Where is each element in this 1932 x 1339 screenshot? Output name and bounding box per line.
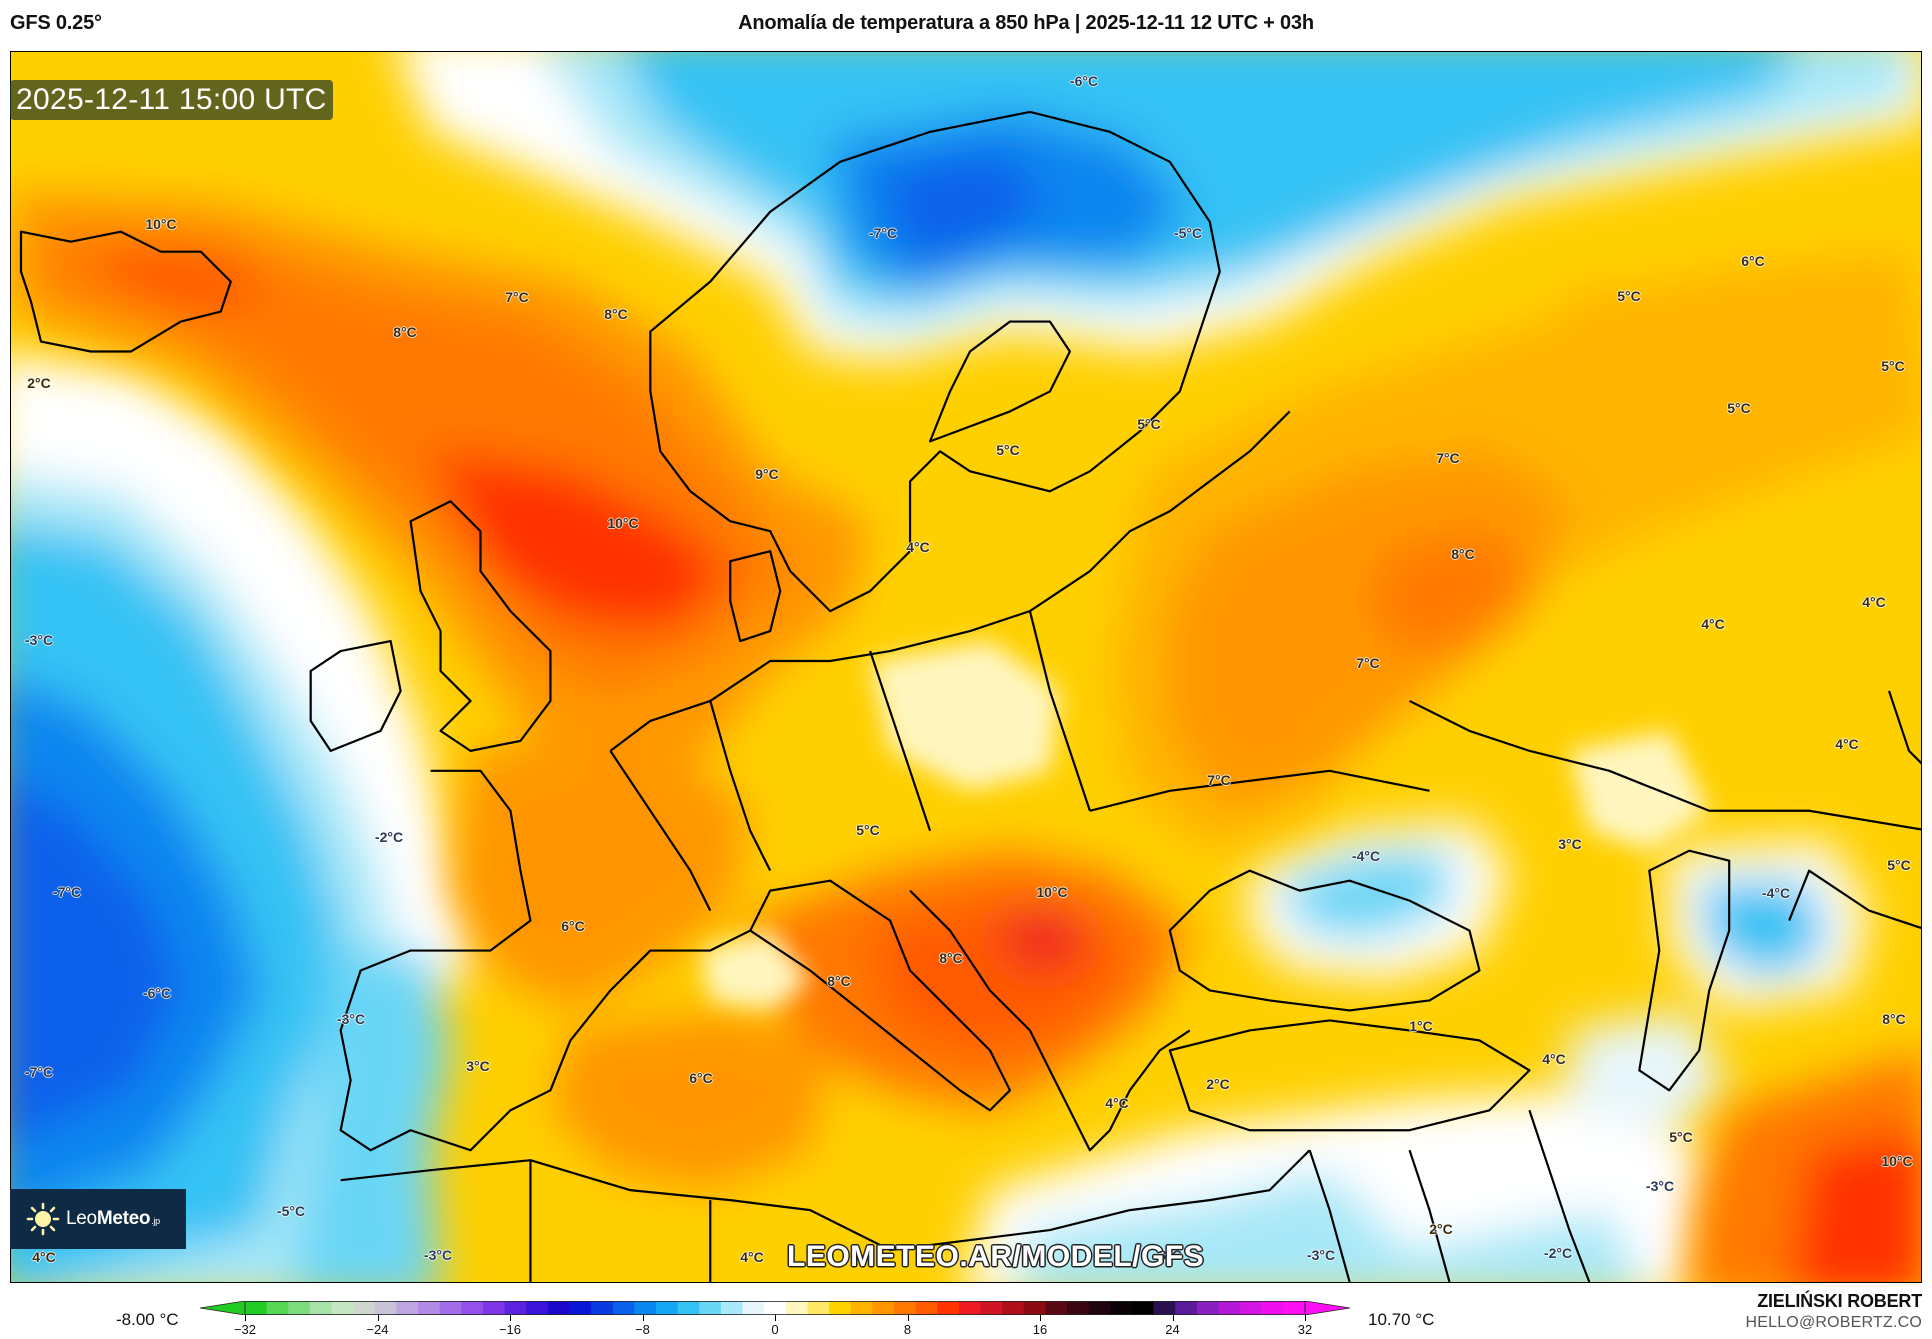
temperature-label: 8°C xyxy=(1451,546,1475,562)
temperature-label: 8°C xyxy=(604,306,628,322)
temperature-anomaly-map: -6°C 10°C -7°C -5°C 7°C 8°C 8°C 6°C 5°C 2°C 5°C 5°C… xyxy=(10,51,1922,1283)
temperature-label: 4°C xyxy=(1835,736,1859,752)
temperature-label: 8°C xyxy=(827,973,851,989)
colorbar-tick-label: 24 xyxy=(1165,1322,1180,1337)
temperature-label: -3°C xyxy=(24,632,54,648)
temperature-label: -5°C xyxy=(276,1203,306,1219)
temperature-field xyxy=(11,52,1921,1282)
chart-title: Anomalía de temperatura a 850 hPa | 2025… xyxy=(738,12,1314,34)
temperature-label: 4°C xyxy=(1862,594,1886,610)
temperature-label: -3°C xyxy=(423,1247,453,1263)
temperature-label: 4°C xyxy=(1105,1095,1129,1111)
colorbar-ticks: −32 −24 −16 −8 0 8 16 24 32 xyxy=(200,1315,1350,1339)
temperature-label: 6°C xyxy=(689,1070,713,1086)
temperature-label: -3°C xyxy=(336,1011,366,1027)
colorbar-tick-label: −32 xyxy=(233,1322,257,1337)
temperature-label: 5°C xyxy=(1669,1129,1693,1145)
colorbar-tick xyxy=(1305,1315,1306,1321)
temperature-label: 2°C xyxy=(1206,1076,1230,1092)
temperature-label: -7°C xyxy=(868,225,898,241)
colorbar-tick-label: 8 xyxy=(903,1322,912,1337)
colorbar-tick-label: 0 xyxy=(771,1322,779,1337)
temperature-label: 2°C xyxy=(27,375,51,391)
colorbar-tick-label: 32 xyxy=(1297,1322,1313,1337)
author-email: HELLO@ROBERTZ.CO xyxy=(1745,1314,1922,1331)
colorbar-tick xyxy=(1172,1315,1174,1321)
temperature-label: -2°C xyxy=(374,829,404,845)
temperature-label: 10°C xyxy=(145,216,177,232)
temperature-label: 4°C xyxy=(740,1249,764,1265)
temperature-label: 7°C xyxy=(1436,450,1460,466)
colorbar-tick xyxy=(642,1315,644,1321)
temperature-label: 4°C xyxy=(1701,616,1725,632)
temperature-label: -4°C xyxy=(1761,885,1791,901)
logo-wordmark: LeoMeteo.jp xyxy=(66,1208,160,1229)
temperature-label: 5°C xyxy=(1617,288,1641,304)
temperature-label: 5°C xyxy=(1137,416,1161,432)
temperature-label: 7°C xyxy=(505,289,529,305)
colorbar-tick-label: −8 xyxy=(635,1322,650,1337)
temperature-label: 8°C xyxy=(393,324,417,340)
temperature-label: 8°C xyxy=(939,950,963,966)
temperature-label: 5°C xyxy=(1727,400,1751,416)
colorbar-tick-label: −16 xyxy=(498,1322,522,1337)
temperature-label: -4°C xyxy=(1351,848,1381,864)
temperature-label: -7°C xyxy=(24,1064,54,1080)
temperature-label: -3°C xyxy=(1645,1178,1675,1194)
temperature-label: 7°C xyxy=(1356,655,1380,671)
temperature-label: 6°C xyxy=(1741,253,1765,269)
colorbar-tick xyxy=(510,1315,511,1321)
temperature-label: -3°C xyxy=(1153,1247,1183,1263)
temperature-label: 1°C xyxy=(1409,1018,1433,1034)
temperature-label: 8°C xyxy=(1882,1011,1906,1027)
colorbar-tick xyxy=(775,1315,776,1321)
temperature-label: -3°C xyxy=(1306,1247,1336,1263)
temperature-label: 4°C xyxy=(32,1249,56,1265)
temperature-label: -6°C xyxy=(1069,73,1099,89)
temperature-label: 7°C xyxy=(1207,772,1231,788)
temperature-label: 2°C xyxy=(1429,1221,1453,1237)
field-max-value: 10.70 °C xyxy=(1368,1310,1435,1329)
leometeo-logo: LeoMeteo.jp xyxy=(10,1189,186,1249)
source-watermark: LEOMETEO.AR/MODEL/GFS xyxy=(787,1240,1205,1273)
temperature-label: -6°C xyxy=(142,985,172,1001)
temperature-label: 6°C xyxy=(561,918,585,934)
temperature-label: -5°C xyxy=(1173,225,1203,241)
author-name: ZIELIŃSKI ROBERT xyxy=(1757,1291,1922,1311)
temperature-label: 5°C xyxy=(1881,358,1905,374)
temperature-label: 4°C xyxy=(1542,1051,1566,1067)
field-min-value: -8.00 °C xyxy=(116,1310,179,1329)
colorbar-tick xyxy=(907,1315,909,1321)
valid-time-badge: 2025-12-11 15:00 UTC xyxy=(10,80,333,120)
model-label: GFS 0.25° xyxy=(10,12,102,34)
temperature-label: 9°C xyxy=(755,466,779,482)
colorbar-tick-label: −24 xyxy=(366,1322,389,1337)
coastlines xyxy=(19,110,1921,1282)
temperature-label: -7°C xyxy=(52,884,82,900)
temperature-label: 3°C xyxy=(466,1058,490,1074)
colorbar-tick xyxy=(245,1315,246,1321)
temperature-label: 5°C xyxy=(1887,857,1911,873)
temperature-label: 3°C xyxy=(1558,836,1582,852)
sun-icon xyxy=(26,1202,60,1236)
temperature-label: -2°C xyxy=(1543,1245,1573,1261)
temperature-label: 10°C xyxy=(1036,884,1068,900)
colorbar-tick xyxy=(1040,1315,1041,1321)
temperature-label: 4°C xyxy=(906,539,930,555)
temperature-label: 5°C xyxy=(996,442,1020,458)
colorbar-tick xyxy=(377,1315,379,1321)
temperature-label: 5°C xyxy=(856,822,880,838)
temperature-label: 10°C xyxy=(607,515,639,531)
colorbar-tick-label: 16 xyxy=(1032,1322,1048,1337)
author-credit: ZIELIŃSKI ROBERT HELLO@ROBERTZ.CO xyxy=(1745,1291,1922,1332)
colorbar xyxy=(200,1301,1350,1315)
temperature-label: 10°C xyxy=(1881,1153,1913,1169)
